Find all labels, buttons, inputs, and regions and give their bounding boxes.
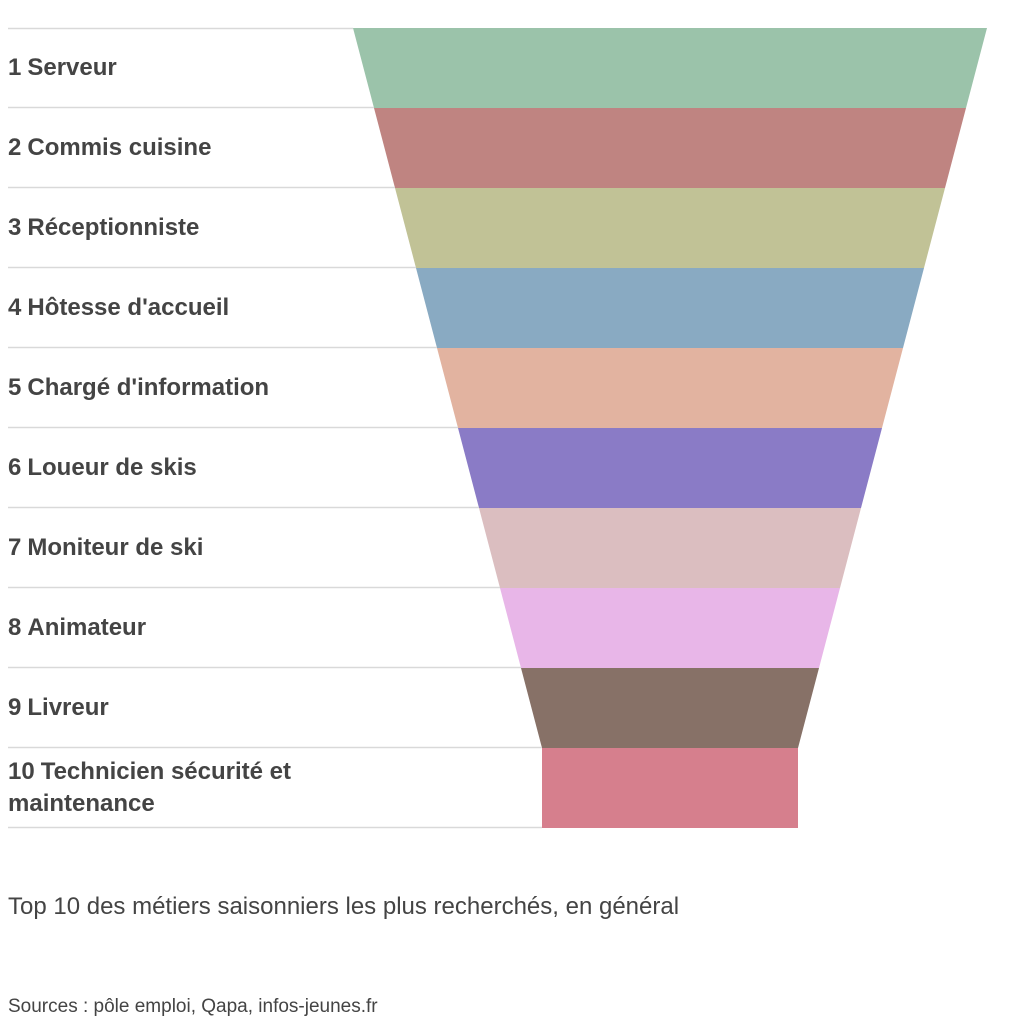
category-label: Animateur xyxy=(27,614,147,641)
category-label: Chargé d'information xyxy=(27,374,270,401)
funnel-segment xyxy=(458,428,882,508)
chart-source: Sources : pôle emploi, Qapa, infos-jeune… xyxy=(8,996,378,1017)
row-label: 10 Technicien sécurité et maintenance xyxy=(8,756,338,820)
funnel-chart xyxy=(8,27,987,829)
row-label: 5 Chargé d'information xyxy=(8,372,338,404)
funnel-segment xyxy=(500,588,840,668)
category-label: Commis cuisine xyxy=(27,134,212,161)
chart-title: Top 10 des métiers saisonniers les plus … xyxy=(8,893,680,920)
funnel-segment xyxy=(395,188,945,268)
row-label: 2 Commis cuisine xyxy=(8,132,338,164)
category-label: Moniteur de ski xyxy=(27,534,204,561)
funnel-segment xyxy=(353,28,987,108)
funnel-segment xyxy=(521,668,819,748)
funnel-segment xyxy=(479,508,861,588)
category-label: Loueur de skis xyxy=(27,454,197,481)
rank-number: 5 xyxy=(8,374,22,401)
row-label: 3 Réceptionniste xyxy=(8,212,338,244)
rank-number: 3 xyxy=(8,214,22,241)
funnel-segment xyxy=(437,348,903,428)
funnel-segment xyxy=(542,748,798,828)
category-label: Réceptionniste xyxy=(27,214,200,241)
category-label: Livreur xyxy=(27,694,109,721)
category-label: Serveur xyxy=(27,54,117,81)
row-label: 4 Hôtesse d'accueil xyxy=(8,292,338,324)
rank-number: 2 xyxy=(8,134,22,161)
row-label: 9 Livreur xyxy=(8,692,338,724)
row-label: 8 Animateur xyxy=(8,612,338,644)
rank-number: 9 xyxy=(8,694,22,721)
rank-number: 7 xyxy=(8,534,22,561)
rank-number: 6 xyxy=(8,454,22,481)
category-label: Technicien sécurité et maintenance xyxy=(8,758,292,817)
category-label: Hôtesse d'accueil xyxy=(27,294,230,321)
rank-number: 8 xyxy=(8,614,22,641)
funnel-segment xyxy=(374,108,966,188)
rank-number: 4 xyxy=(8,294,22,321)
rank-number: 10 xyxy=(8,758,35,785)
row-label: 7 Moniteur de ski xyxy=(8,532,338,564)
rank-number: 1 xyxy=(8,54,22,81)
row-label: 6 Loueur de skis xyxy=(8,452,338,484)
row-label: 1 Serveur xyxy=(8,52,338,84)
funnel-segment xyxy=(416,268,924,348)
